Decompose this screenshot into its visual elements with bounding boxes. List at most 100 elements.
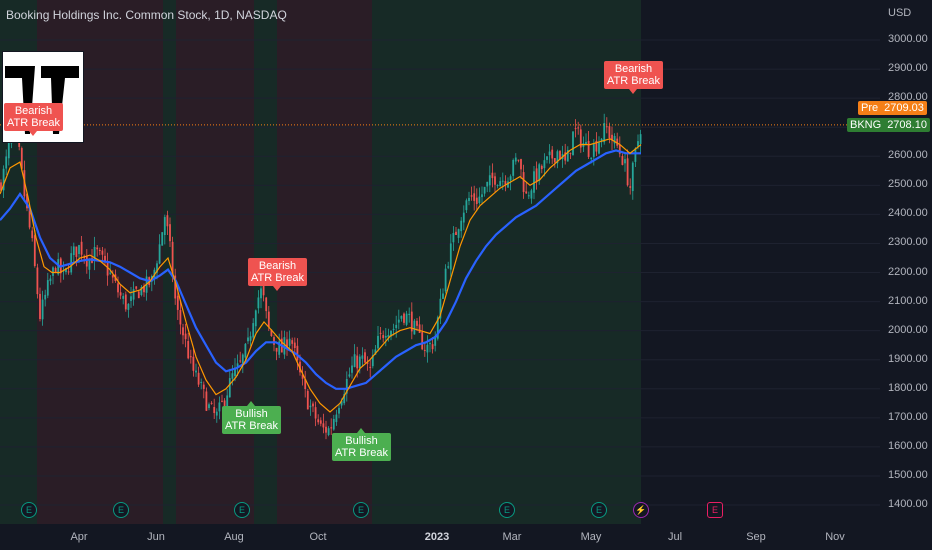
candle-body bbox=[314, 407, 317, 419]
candle-body bbox=[530, 190, 533, 199]
candle-body bbox=[608, 126, 611, 139]
candle-body bbox=[410, 311, 413, 332]
currency-label[interactable]: USD bbox=[888, 7, 912, 19]
candle-body bbox=[483, 186, 486, 194]
candle-body bbox=[538, 164, 541, 181]
candle-body bbox=[613, 136, 616, 144]
candle-body bbox=[392, 328, 395, 330]
candle-body bbox=[559, 151, 561, 160]
candle-body bbox=[478, 196, 481, 203]
candle-body bbox=[605, 126, 608, 128]
candle-body bbox=[210, 402, 213, 404]
candle-body bbox=[176, 295, 179, 310]
candle-body bbox=[400, 315, 403, 319]
candle-body bbox=[117, 283, 119, 293]
candle-body bbox=[46, 280, 49, 296]
candle-body bbox=[418, 324, 421, 333]
candle-body bbox=[31, 230, 34, 239]
candle-body bbox=[436, 317, 439, 339]
candle-body bbox=[234, 367, 236, 376]
candle-body bbox=[156, 263, 158, 273]
time-tick-label: Nov bbox=[825, 531, 845, 543]
signal-bearish-atr-break-2[interactable]: Bearish ATR Break bbox=[248, 258, 307, 291]
candle-body bbox=[119, 292, 122, 296]
candle-body bbox=[611, 134, 613, 141]
candle-body bbox=[421, 332, 424, 350]
candle-body bbox=[592, 143, 595, 157]
candle-body bbox=[603, 123, 606, 143]
signal-line2: ATR Break bbox=[225, 420, 278, 432]
candle-body bbox=[52, 267, 54, 276]
signal-bullish-atr-break-2[interactable]: Bullish ATR Break bbox=[332, 428, 391, 461]
candle-body bbox=[327, 428, 330, 436]
earnings-event-icon[interactable]: E bbox=[234, 502, 250, 518]
pre-market-price-tag: Pre 2709.03 bbox=[858, 101, 927, 115]
signal-bearish-atr-break-1[interactable]: Bearish ATR Break bbox=[4, 103, 63, 136]
price-tick-label: 1900.00 bbox=[888, 352, 928, 365]
candle-body bbox=[387, 334, 390, 338]
candle-body bbox=[306, 390, 309, 410]
candle-body bbox=[382, 335, 385, 339]
candle-body bbox=[345, 379, 348, 394]
candle-body bbox=[639, 134, 642, 144]
time-axis-background bbox=[0, 524, 932, 550]
candle-body bbox=[179, 310, 182, 325]
price-tick-label: 3000.00 bbox=[888, 33, 928, 45]
last-price-tag: BKNG 2708.10 bbox=[847, 118, 930, 132]
candle-body bbox=[395, 324, 398, 329]
time-tick-label: Mar bbox=[502, 531, 522, 543]
candle-body bbox=[213, 406, 216, 413]
candle-body bbox=[449, 243, 452, 270]
earnings-event-icon[interactable]: E bbox=[499, 502, 515, 518]
time-tick-label: Sep bbox=[746, 531, 766, 543]
candle-body bbox=[241, 354, 244, 364]
earnings-event-icon[interactable]: E bbox=[591, 502, 607, 518]
candle-body bbox=[28, 208, 31, 228]
candle-body bbox=[72, 246, 75, 256]
candle-body bbox=[494, 176, 496, 185]
price-tick-label: 1500.00 bbox=[888, 468, 928, 481]
pre-market-value: 2709.03 bbox=[884, 102, 924, 114]
candle-body bbox=[304, 379, 307, 390]
candle-body bbox=[501, 180, 504, 182]
candle-body bbox=[96, 247, 99, 250]
signal-line2: ATR Break bbox=[7, 117, 60, 129]
candle-body bbox=[286, 339, 288, 349]
candle-body bbox=[101, 250, 104, 255]
signal-line2: ATR Break bbox=[251, 272, 304, 284]
candle-body bbox=[166, 215, 169, 227]
earnings-event-icon[interactable]: E bbox=[21, 502, 37, 518]
candle-body bbox=[270, 329, 273, 337]
candle-body bbox=[481, 194, 483, 198]
candle-body bbox=[93, 247, 96, 261]
candle-body bbox=[507, 181, 509, 188]
candle-body bbox=[475, 197, 478, 204]
candle-body bbox=[132, 289, 135, 300]
earnings-event-icon[interactable]: E bbox=[113, 502, 129, 518]
price-tick-label: 2200.00 bbox=[888, 265, 928, 278]
upcoming-earnings-icon[interactable]: E bbox=[707, 502, 723, 518]
candle-body bbox=[122, 296, 125, 299]
candle-body bbox=[332, 418, 335, 430]
earnings-event-icon[interactable]: E bbox=[353, 502, 369, 518]
candle-body bbox=[431, 344, 434, 350]
candle-body bbox=[143, 285, 145, 293]
candle-body bbox=[330, 427, 333, 429]
signal-bearish-atr-break-3[interactable]: Bearish ATR Break bbox=[604, 61, 663, 94]
candle-body bbox=[535, 168, 538, 183]
stock-split-lightning-icon[interactable]: ⚡ bbox=[633, 502, 649, 518]
candle-body bbox=[247, 337, 249, 342]
signal-bullish-atr-break-1[interactable]: Bullish ATR Break bbox=[222, 401, 281, 434]
candle-body bbox=[509, 176, 512, 181]
price-tick-label: 1800.00 bbox=[888, 381, 928, 394]
candle-body bbox=[88, 259, 91, 270]
candle-body bbox=[572, 131, 574, 156]
candle-body bbox=[403, 313, 405, 323]
candle-body bbox=[218, 402, 221, 412]
candle-body bbox=[226, 395, 229, 409]
candle-body bbox=[124, 294, 127, 310]
candle-body bbox=[353, 354, 356, 367]
candle-body bbox=[416, 320, 418, 326]
candle-body bbox=[231, 373, 234, 379]
